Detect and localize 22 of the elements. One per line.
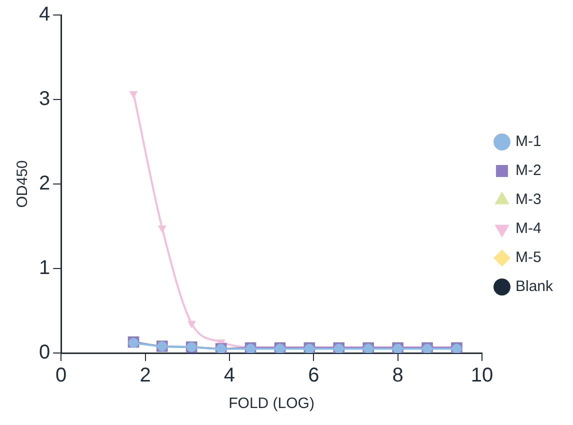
- point: [129, 91, 138, 99]
- point: [158, 225, 166, 233]
- y-axis-title: OD450: [14, 160, 32, 208]
- y-tick-label: 1: [39, 257, 50, 280]
- x-tick-label: 4: [224, 364, 236, 387]
- legend-label: M-3: [515, 191, 542, 208]
- legend-label: M-4: [515, 220, 542, 238]
- x-axis-title: FOLD (LOG): [228, 395, 314, 412]
- legend-label: M-1: [515, 133, 542, 150]
- x-tick-label: 0: [56, 364, 67, 387]
- x-tick-label: 6: [308, 364, 320, 387]
- legend-label: M-2: [515, 162, 542, 180]
- y-tick-label: 4: [39, 4, 50, 26]
- x-tick-label: 2: [140, 364, 151, 387]
- x-tick-label: 10: [470, 364, 494, 387]
- point: [187, 320, 196, 328]
- y-tick-label: 0: [39, 342, 50, 364]
- legend-label: Blank: [515, 278, 554, 296]
- y-tick-label: 3: [39, 88, 50, 110]
- legend-label: M-5: [515, 249, 542, 266]
- x-tick-label: 8: [392, 364, 404, 387]
- y-tick-label: 2: [39, 172, 50, 195]
